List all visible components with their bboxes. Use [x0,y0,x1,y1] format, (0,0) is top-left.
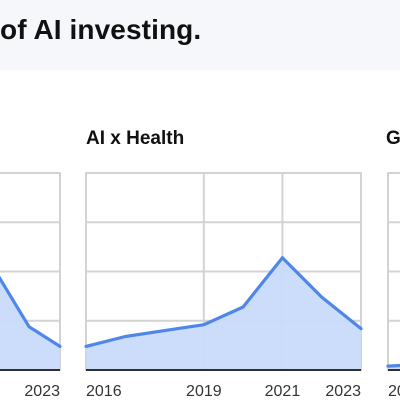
panel-2-tick-label-0: 2016 [388,383,400,400]
panel-1-tick-label-2: 2021 [265,383,301,400]
panel-1-series-0-line [84,256,363,348]
header-band [0,0,400,70]
panel-1-tick-label-3: 2023 [325,383,361,400]
panel-0-series-0-area [0,278,60,370]
panel-1-tick-label-1: 2019 [186,383,222,400]
page-headline: of AI investing. [0,14,202,45]
panel-2-series-0-line [386,363,400,368]
panel-1-tick-label-0: 2016 [86,383,122,400]
panel-title-next: G [386,128,400,149]
panel-0-tick-label-0: 2023 [24,383,60,400]
panel-title-health: AI x Health [86,128,185,149]
panel-1-series-0-area [86,257,361,370]
